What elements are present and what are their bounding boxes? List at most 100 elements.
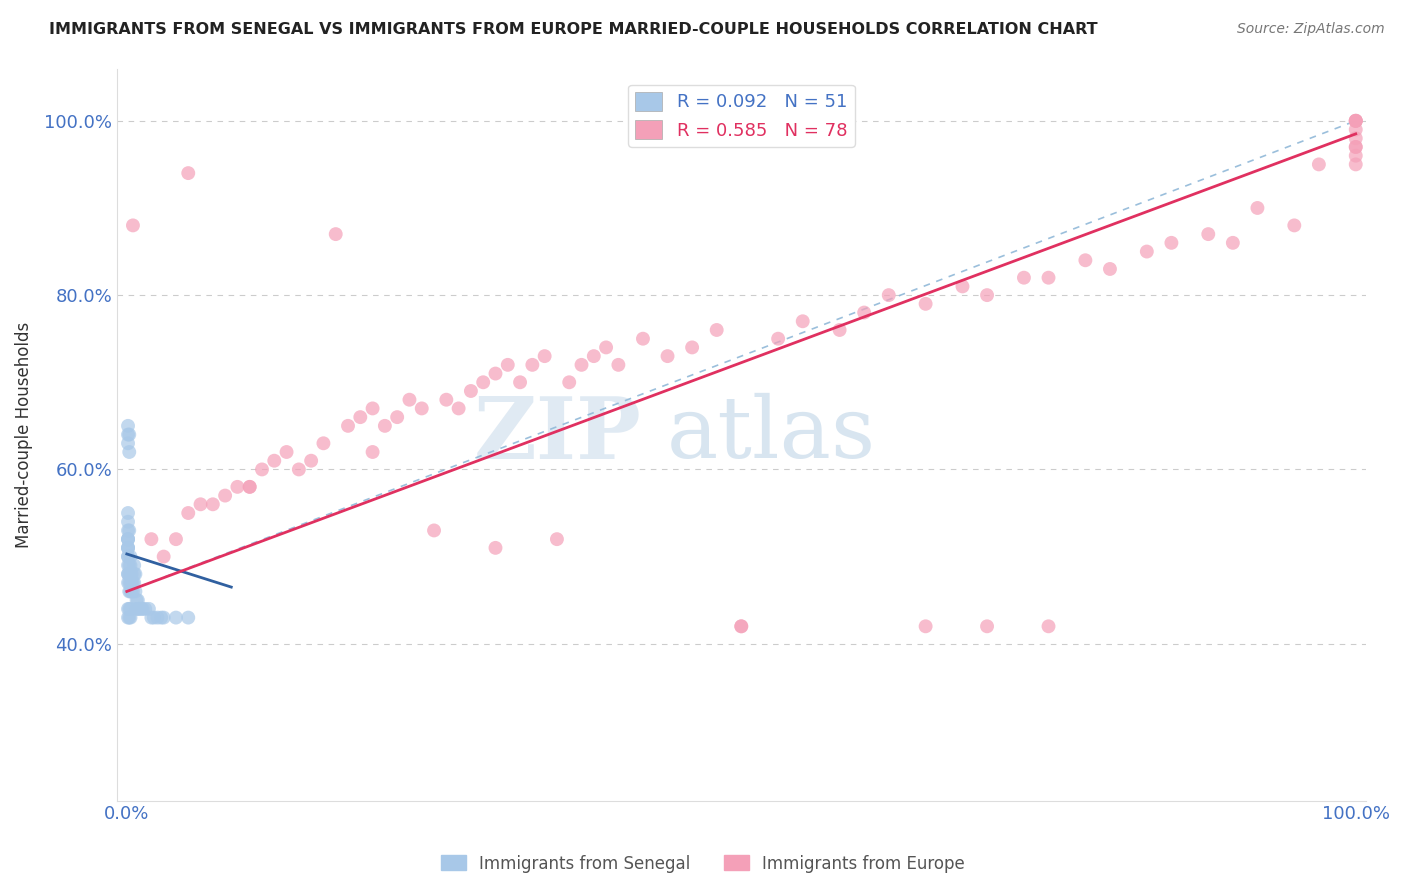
Point (117, 418, 139, 433)
Point (1344, 122, 1367, 136)
Point (263, 453, 285, 467)
Point (125, 593, 148, 607)
Point (792, 314, 814, 328)
Point (214, 489, 236, 503)
Point (558, 376, 581, 390)
Point (127, 593, 149, 607)
Point (385, 410, 408, 425)
Point (484, 541, 506, 555)
Point (1222, 235, 1244, 250)
Point (120, 558, 142, 573)
Point (117, 575, 139, 590)
Point (125, 602, 148, 616)
Point (582, 349, 605, 363)
Point (117, 541, 139, 555)
Point (509, 376, 531, 390)
Point (325, 227, 347, 241)
Point (361, 401, 384, 416)
Point (117, 506, 139, 520)
Point (546, 532, 568, 546)
Point (914, 619, 936, 633)
Point (118, 584, 141, 599)
Point (118, 558, 141, 573)
Point (914, 297, 936, 311)
Y-axis label: Married-couple Households: Married-couple Households (15, 321, 32, 548)
Point (447, 401, 470, 416)
Point (124, 567, 146, 582)
Point (120, 584, 142, 599)
Point (730, 619, 752, 633)
Point (1160, 235, 1182, 250)
Point (239, 480, 262, 494)
Point (117, 515, 139, 529)
Point (1344, 113, 1367, 128)
Point (117, 532, 139, 546)
Point (190, 497, 212, 511)
Point (118, 610, 141, 624)
Point (120, 575, 142, 590)
Point (152, 549, 174, 564)
Point (706, 323, 728, 337)
Point (122, 567, 145, 582)
Point (131, 602, 153, 616)
Point (120, 549, 142, 564)
Point (1136, 244, 1159, 259)
Point (117, 427, 139, 442)
Point (411, 401, 433, 416)
Point (1012, 270, 1035, 285)
Point (1344, 140, 1367, 154)
Point (120, 567, 142, 582)
Point (828, 323, 851, 337)
Point (165, 610, 187, 624)
Point (117, 549, 139, 564)
Point (118, 524, 141, 538)
Point (631, 332, 654, 346)
Point (150, 610, 173, 624)
Point (657, 349, 679, 363)
Point (288, 462, 311, 476)
Legend: Immigrants from Senegal, Immigrants from Europe: Immigrants from Senegal, Immigrants from… (434, 848, 972, 880)
Point (117, 541, 139, 555)
Point (165, 532, 187, 546)
Point (877, 288, 900, 302)
Legend: R = 0.092   N = 51, R = 0.585   N = 78: R = 0.092 N = 51, R = 0.585 N = 78 (628, 85, 855, 147)
Point (522, 358, 544, 372)
Point (177, 506, 200, 520)
Point (118, 575, 141, 590)
Point (128, 602, 150, 616)
Point (976, 288, 998, 302)
Point (120, 610, 142, 624)
Point (312, 436, 335, 450)
Point (122, 584, 145, 599)
Point (121, 584, 143, 599)
Point (853, 305, 876, 319)
Point (118, 602, 141, 616)
Point (299, 453, 322, 467)
Point (117, 558, 139, 573)
Point (146, 610, 169, 624)
Point (127, 602, 149, 616)
Point (142, 610, 165, 624)
Point (607, 358, 630, 372)
Point (423, 524, 446, 538)
Point (681, 340, 703, 354)
Point (117, 524, 139, 538)
Point (118, 427, 141, 442)
Point (226, 480, 249, 494)
Point (533, 349, 555, 363)
Point (141, 610, 163, 624)
Point (276, 445, 298, 459)
Point (571, 358, 593, 372)
Point (361, 445, 384, 459)
Text: atlas: atlas (666, 393, 876, 476)
Point (117, 610, 139, 624)
Point (124, 584, 146, 599)
Point (152, 610, 174, 624)
Point (1284, 219, 1306, 233)
Point (177, 610, 200, 624)
Point (1246, 201, 1268, 215)
Point (117, 436, 139, 450)
Point (117, 602, 139, 616)
Point (1308, 157, 1330, 171)
Point (122, 558, 145, 573)
